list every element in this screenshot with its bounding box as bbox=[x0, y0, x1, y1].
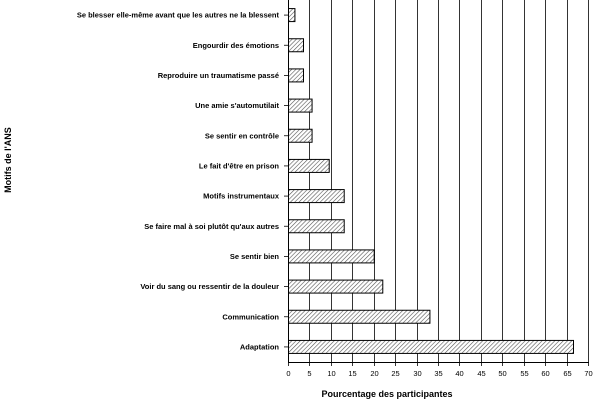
category-label: Communication bbox=[222, 312, 279, 321]
bar bbox=[288, 279, 384, 294]
category-label: Adaptation bbox=[240, 343, 280, 352]
bar bbox=[288, 98, 313, 113]
bar bbox=[288, 309, 431, 324]
bar bbox=[288, 249, 375, 264]
x-tick-label: 25 bbox=[391, 369, 399, 378]
bar bbox=[288, 8, 296, 23]
category-label: Se sentir bien bbox=[230, 252, 280, 261]
category-label: Reproduire un traumatisme passé bbox=[158, 71, 279, 80]
y-axis-title: Motifs de l'ANS bbox=[3, 127, 13, 193]
x-tick-label: 10 bbox=[327, 369, 335, 378]
x-tick-labels: 0 5 10 15 20 25 30 35 40 45 50 55 60 65 70 bbox=[286, 369, 592, 378]
category-label: Se sentir en contrôle bbox=[205, 131, 279, 140]
x-tick-label: 15 bbox=[348, 369, 356, 378]
x-tick-label: 45 bbox=[477, 369, 485, 378]
x-tick-label: 30 bbox=[413, 369, 421, 378]
category-label: Le fait d'être en prison bbox=[199, 162, 280, 171]
category-label: Se blesser elle-même avant que les autre… bbox=[77, 11, 280, 20]
bar bbox=[288, 158, 330, 173]
bar bbox=[288, 68, 304, 83]
bars bbox=[288, 8, 574, 354]
bar bbox=[288, 128, 313, 143]
x-tick-label: 5 bbox=[307, 369, 311, 378]
x-tick-label: 40 bbox=[455, 369, 463, 378]
x-tick-label: 0 bbox=[286, 369, 290, 378]
x-tick-label: 20 bbox=[370, 369, 378, 378]
x-axis-title: Pourcentage des participantes bbox=[321, 389, 452, 399]
bar bbox=[288, 38, 304, 53]
category-label: Engourdir des émotions bbox=[193, 41, 279, 50]
x-tick-label: 55 bbox=[520, 369, 528, 378]
bar bbox=[288, 189, 345, 204]
category-labels: Se blesser elle-même avant que les autre… bbox=[77, 11, 280, 352]
category-label: Voir du sang ou ressentir de la douleur bbox=[140, 282, 279, 291]
bar bbox=[288, 219, 345, 234]
bar bbox=[288, 339, 574, 354]
x-tick-label: 60 bbox=[541, 369, 549, 378]
category-label: Motifs instrumentaux bbox=[203, 192, 280, 201]
x-tick-label: 35 bbox=[434, 369, 442, 378]
category-label: Se faire mal à soi plutôt qu'aux autres bbox=[144, 222, 279, 231]
x-tick-label: 65 bbox=[563, 369, 571, 378]
x-tick-label: 50 bbox=[498, 369, 506, 378]
grid-lines bbox=[309, 0, 589, 362]
axes bbox=[284, 0, 589, 366]
category-label: Une amie s'automutilait bbox=[195, 101, 279, 110]
x-tick-label: 70 bbox=[584, 369, 592, 378]
